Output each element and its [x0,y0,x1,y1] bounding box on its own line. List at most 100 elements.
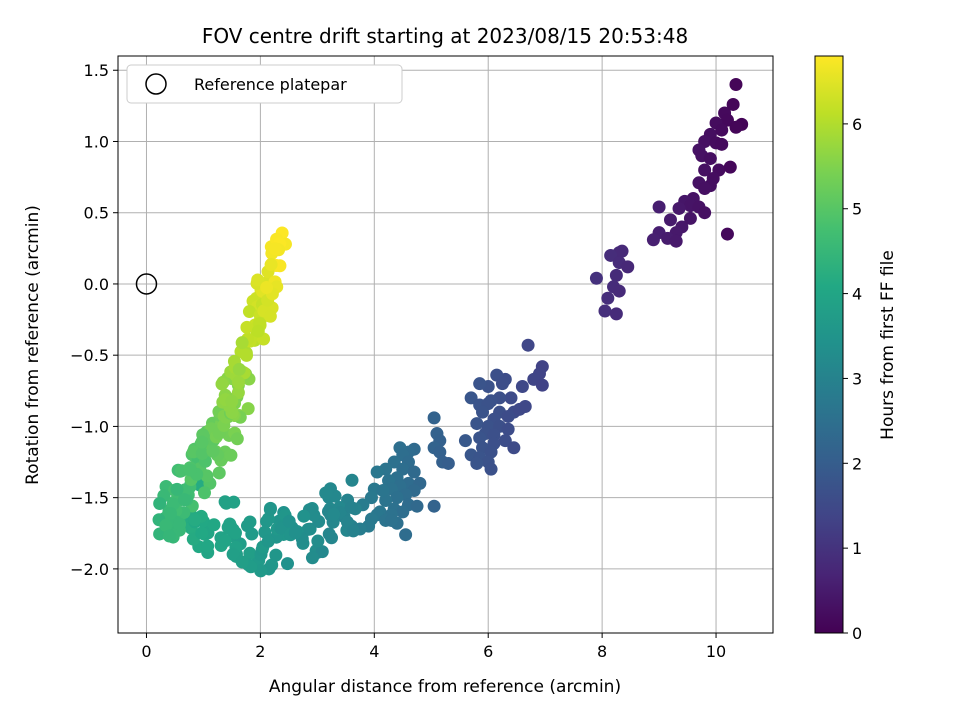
data-point [345,473,359,487]
data-point [390,491,404,505]
data-point [515,380,529,394]
colorbar-tick-label: 2 [852,454,862,473]
data-point [260,281,274,295]
data-point [376,484,390,498]
data-point [612,284,626,298]
data-point [305,551,319,565]
data-point [484,462,498,476]
data-point [729,120,743,134]
data-point [163,506,177,520]
data-point [615,244,629,258]
data-point [212,466,226,480]
data-point [473,377,487,391]
data-point [254,564,268,578]
data-point [476,405,490,419]
data-point [263,502,277,516]
data-point [521,338,535,352]
x-tick-label: 0 [141,642,151,661]
data-point [153,496,167,510]
y-tick-label: −1.0 [70,417,109,436]
data-point [441,456,455,470]
data-point [589,271,603,285]
data-point [241,402,255,416]
data-point [268,242,282,256]
data-point [170,482,184,496]
y-tick-label: −2.0 [70,560,109,579]
data-point [396,505,410,519]
data-point [609,268,623,282]
data-point [261,534,275,548]
colorbar [814,55,844,634]
data-point [729,77,743,91]
data-point [698,206,712,220]
data-point [245,527,259,541]
data-point [484,445,498,459]
data-point [501,409,515,423]
data-point [235,336,249,350]
data-point [669,234,683,248]
data-point [251,273,265,287]
colorbar-tick-label: 0 [852,624,862,643]
data-point [518,399,532,413]
data-point [282,514,296,528]
data-point [162,529,176,543]
data-point [672,201,686,215]
data-point [240,320,254,334]
data-point [723,160,737,174]
data-point [177,493,191,507]
data-point [206,444,220,458]
legend-label: Reference platepar [194,75,347,94]
x-axis: 0 2 4 6 8 10 [141,633,726,661]
reference-marker [135,273,158,295]
data-point [183,463,197,477]
data-point [215,377,229,391]
data-point [621,260,635,274]
data-point [652,200,666,214]
colorbar-ticks: 0 1 2 3 4 5 6 [843,115,862,643]
data-point [598,304,612,318]
data-point [228,526,242,540]
grid [118,56,773,633]
y-tick-label: 0.0 [84,275,109,294]
scatter-points [152,77,749,578]
data-point [364,491,378,505]
data-point [301,522,315,536]
data-point [663,213,677,227]
data-point [384,513,398,527]
colorbar-tick-label: 1 [852,539,862,558]
data-point [195,447,209,461]
data-point [427,411,441,425]
data-point [188,513,202,527]
chart-title: FOV centre drift starting at 2023/08/15 … [202,24,688,48]
data-point [720,227,734,241]
y-tick-label: 1.0 [84,132,109,151]
x-tick-label: 10 [706,642,726,661]
data-point [201,539,215,553]
data-point [715,137,729,151]
data-point [198,486,212,500]
data-point [230,432,244,446]
data-point [207,518,221,532]
data-point [498,434,512,448]
data-point [263,309,277,323]
data-point [235,555,249,569]
data-point [698,181,712,195]
data-point [264,258,278,272]
y-tick-label: −0.5 [70,346,109,365]
data-point [703,152,717,166]
colorbar-tick-label: 6 [852,115,862,134]
data-point [535,378,549,392]
x-tick-label: 6 [483,642,493,661]
data-point [427,499,441,513]
colorbar-label: Hours from first FF file [878,250,898,440]
data-point [646,233,660,247]
data-point [232,362,246,376]
data-point [370,465,384,479]
data-point [464,391,478,405]
data-point [507,441,521,455]
data-point [227,495,241,509]
data-point [433,445,447,459]
data-point [224,448,238,462]
data-point [195,526,209,540]
y-axis: −2.0 −1.5 −1.0 −0.5 0.0 0.5 1.0 1.5 [70,61,118,579]
